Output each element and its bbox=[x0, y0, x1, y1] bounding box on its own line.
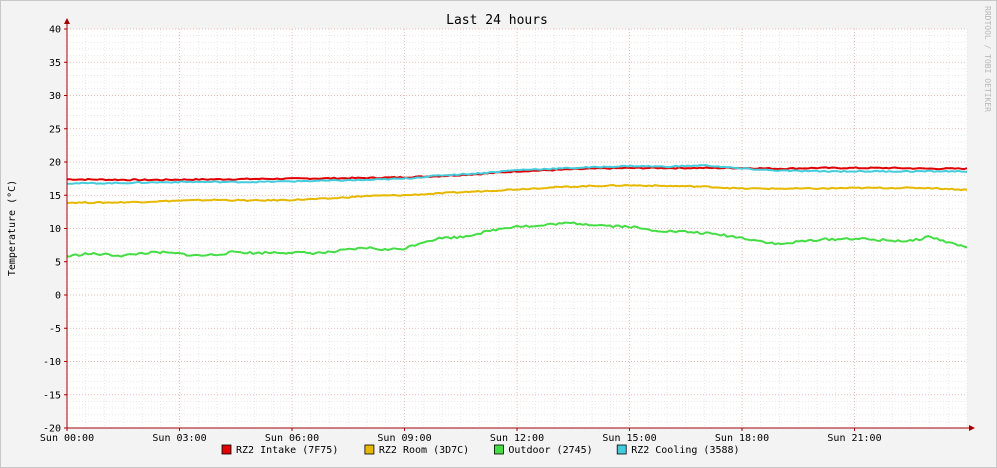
legend-swatch bbox=[221, 444, 232, 455]
y-tick-label: 40 bbox=[49, 25, 61, 36]
y-tick-label: 35 bbox=[49, 58, 61, 69]
legend-swatch bbox=[364, 444, 375, 455]
x-tick-label: Sun 21:00 bbox=[827, 433, 881, 444]
x-tick-label: Sun 09:00 bbox=[377, 433, 431, 444]
x-tick-label: Sun 15:00 bbox=[602, 433, 656, 444]
grid-lines bbox=[66, 28, 968, 429]
series-line bbox=[66, 184, 968, 205]
y-tick-label: 15 bbox=[49, 191, 61, 202]
x-tick-label: Sun 12:00 bbox=[490, 433, 544, 444]
series-line bbox=[66, 166, 968, 182]
y-tick-label: 10 bbox=[49, 224, 61, 235]
y-tick-label: -10 bbox=[43, 357, 61, 368]
y-tick-label: 5 bbox=[55, 257, 61, 268]
x-tick-label: Sun 00:00 bbox=[40, 433, 94, 444]
y-tick-label: 25 bbox=[49, 124, 61, 135]
y-tick-label: -15 bbox=[43, 390, 61, 401]
y-tick-label: 30 bbox=[49, 91, 61, 102]
y-tick-label: -5 bbox=[49, 324, 61, 335]
legend-label: RZ2 Intake (7F75) bbox=[236, 445, 338, 456]
rrdtool-watermark: RRDTOOL / TOBI OETIKER bbox=[983, 6, 992, 112]
x-tick-label: Sun 18:00 bbox=[715, 433, 769, 444]
series-line bbox=[66, 221, 968, 258]
legend-swatch bbox=[493, 444, 504, 455]
legend-swatch bbox=[616, 444, 627, 455]
y-axis-label: Temperature (°C) bbox=[7, 180, 18, 276]
legend-label: RZ2 Cooling (3588) bbox=[631, 445, 739, 456]
chart-title: Last 24 hours bbox=[446, 13, 548, 28]
x-tick-label: Sun 06:00 bbox=[265, 433, 319, 444]
series-layer bbox=[66, 164, 968, 258]
series-line bbox=[66, 164, 968, 185]
legend-label: RZ2 Room (3D7C) bbox=[379, 445, 469, 456]
legend: RZ2 Intake (7F75) RZ2 Room (3D7C) Outdoor … bbox=[221, 444, 740, 456]
legend-label: Outdoor (2745) bbox=[508, 445, 592, 456]
x-axis-arrow-icon bbox=[969, 425, 975, 431]
x-tick-label: Sun 03:00 bbox=[152, 433, 206, 444]
y-tick-label: 0 bbox=[55, 291, 61, 302]
y-tick-label: -20 bbox=[43, 424, 61, 435]
y-tick-label: 20 bbox=[49, 158, 61, 169]
y-axis-arrow-icon bbox=[64, 18, 70, 24]
